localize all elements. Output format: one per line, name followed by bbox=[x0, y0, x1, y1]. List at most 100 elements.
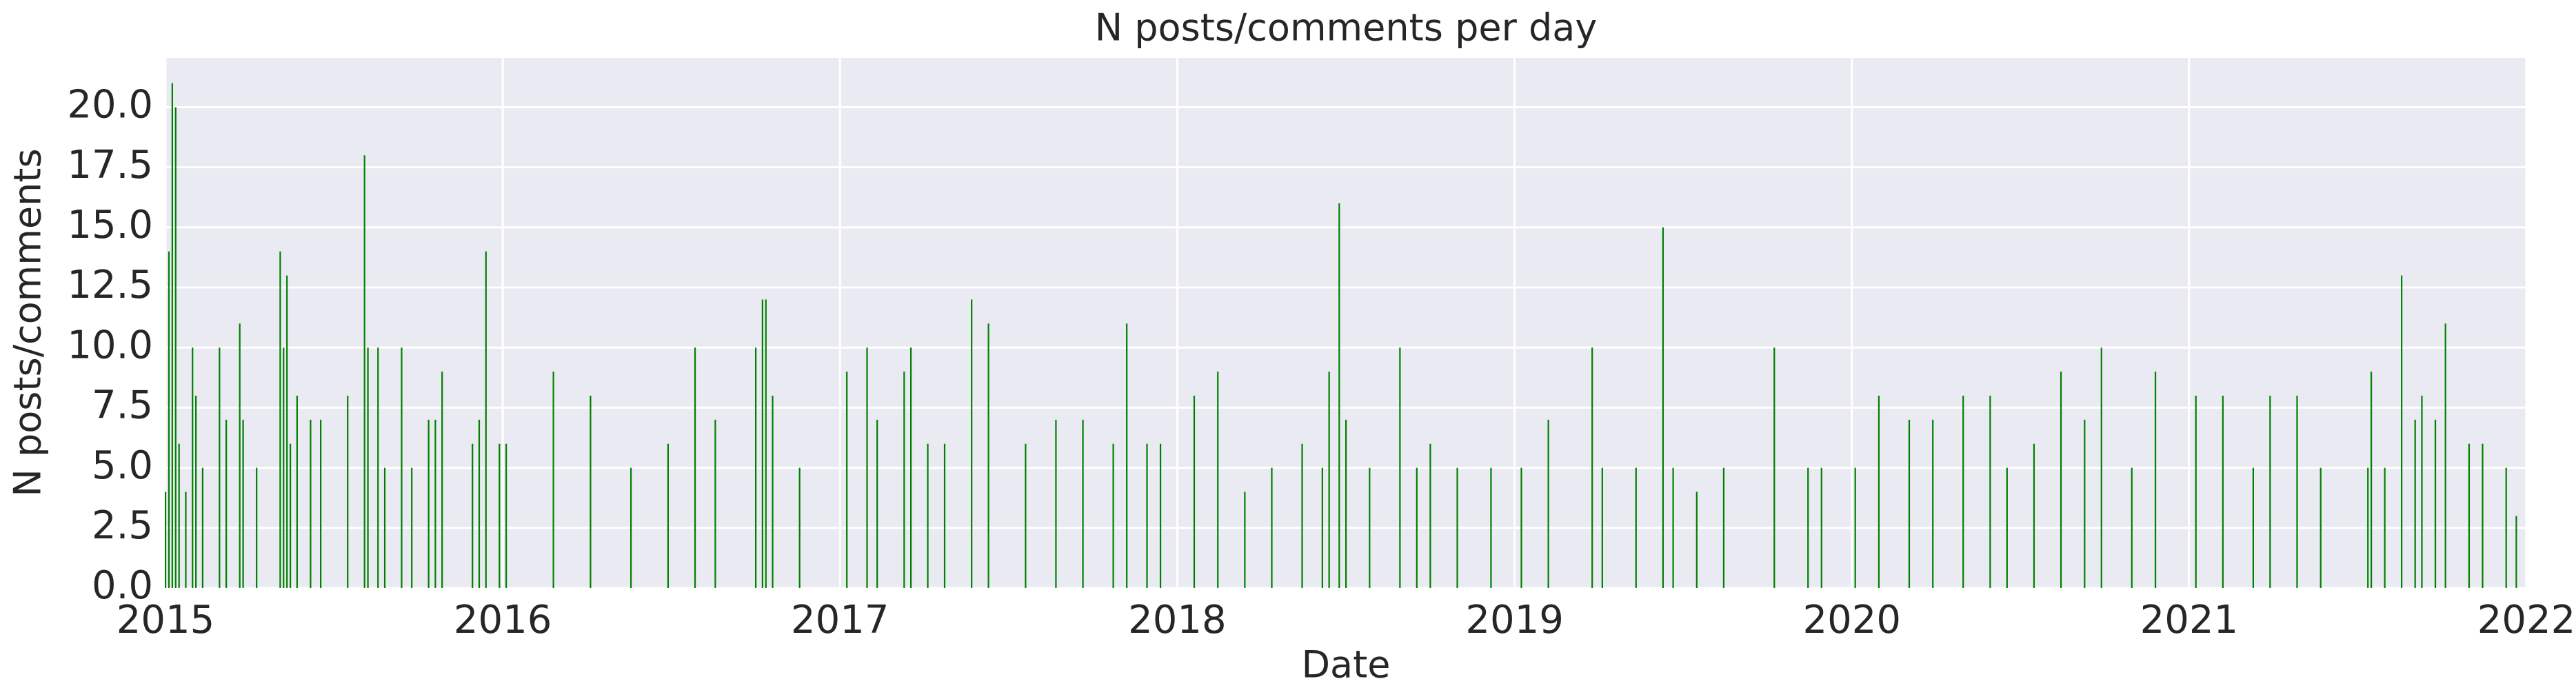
bar bbox=[2468, 443, 2471, 588]
bar bbox=[2444, 323, 2446, 588]
x-tick-label: 2016 bbox=[454, 598, 552, 642]
y-tick-label: 7.5 bbox=[92, 383, 153, 428]
y-tick-label: 10.0 bbox=[67, 323, 153, 367]
bar bbox=[2384, 467, 2386, 588]
bar bbox=[1932, 419, 1934, 588]
y-tick-label: 17.5 bbox=[67, 143, 153, 188]
bar bbox=[1662, 227, 1664, 589]
bar bbox=[2515, 516, 2517, 588]
bar bbox=[347, 395, 349, 588]
bar bbox=[219, 347, 221, 588]
bar bbox=[765, 299, 767, 588]
y-tick-label: 20.0 bbox=[67, 83, 153, 128]
bar bbox=[1456, 467, 1458, 588]
y-tick-label: 12.5 bbox=[67, 263, 153, 307]
bar bbox=[2222, 395, 2224, 588]
y-tick-label: 5.0 bbox=[92, 443, 153, 488]
bar bbox=[256, 467, 258, 588]
bar bbox=[279, 251, 281, 588]
bar bbox=[667, 443, 670, 588]
bar bbox=[1345, 419, 1347, 588]
bar bbox=[1301, 443, 1303, 588]
bar bbox=[1338, 203, 1340, 588]
bar bbox=[2131, 467, 2133, 588]
x-tick-label: 2022 bbox=[2477, 598, 2576, 642]
bar bbox=[910, 347, 912, 588]
bar bbox=[755, 347, 757, 588]
bar bbox=[971, 299, 973, 588]
bar bbox=[1112, 443, 1114, 588]
bar bbox=[1807, 467, 1809, 588]
bar bbox=[2421, 395, 2423, 588]
bar bbox=[2414, 419, 2416, 588]
bar bbox=[987, 323, 989, 588]
bar bbox=[1591, 347, 1593, 588]
bar bbox=[1399, 347, 1401, 588]
bar bbox=[1082, 419, 1084, 588]
bar bbox=[434, 419, 436, 588]
bar bbox=[1820, 467, 1822, 588]
chart-title: N posts/comments per day bbox=[1095, 6, 1598, 50]
bar bbox=[1962, 395, 1964, 588]
bar bbox=[296, 395, 298, 588]
bar bbox=[1722, 467, 1725, 588]
bar bbox=[411, 467, 413, 588]
bar bbox=[2370, 372, 2373, 588]
bar bbox=[1055, 419, 1057, 588]
bar bbox=[171, 83, 173, 589]
bar bbox=[630, 467, 632, 588]
bar bbox=[2154, 372, 2157, 588]
bar bbox=[1159, 443, 1162, 588]
bar bbox=[283, 347, 285, 588]
bar bbox=[195, 395, 197, 588]
bar bbox=[1520, 467, 1522, 588]
bar bbox=[427, 419, 430, 588]
bar bbox=[1217, 372, 1219, 588]
bar bbox=[1908, 419, 1911, 588]
bar bbox=[286, 275, 288, 588]
bar bbox=[1773, 347, 1775, 588]
bar bbox=[1416, 467, 1418, 588]
bar bbox=[1601, 467, 1603, 588]
bar bbox=[903, 372, 905, 588]
x-tick-label: 2017 bbox=[791, 598, 889, 642]
bar bbox=[876, 419, 878, 588]
bar bbox=[377, 347, 379, 588]
bar bbox=[192, 347, 194, 588]
bar bbox=[1271, 467, 1273, 588]
bar bbox=[401, 347, 403, 588]
bar bbox=[714, 419, 716, 588]
bar bbox=[2434, 419, 2437, 588]
bar bbox=[1672, 467, 1674, 588]
y-tick-label: 2.5 bbox=[92, 503, 153, 548]
bar bbox=[367, 347, 369, 588]
bar bbox=[1193, 395, 1196, 588]
bar bbox=[2320, 467, 2322, 588]
bar bbox=[1321, 467, 1323, 588]
x-tick-label: 2015 bbox=[117, 598, 215, 642]
x-tick-label: 2021 bbox=[2140, 598, 2239, 642]
bar bbox=[2006, 467, 2008, 588]
bar bbox=[1635, 467, 1637, 588]
bar bbox=[310, 419, 312, 588]
bar bbox=[1244, 492, 1246, 588]
bar bbox=[441, 372, 443, 588]
bar bbox=[1989, 395, 1991, 588]
x-tick-label: 2019 bbox=[1465, 598, 1564, 642]
bar bbox=[1146, 443, 1148, 588]
bar bbox=[478, 419, 481, 588]
bar bbox=[499, 443, 501, 588]
bar bbox=[772, 395, 774, 588]
bar bbox=[2367, 467, 2369, 588]
bar bbox=[165, 492, 167, 588]
bar bbox=[2505, 467, 2507, 588]
bar bbox=[168, 251, 170, 588]
bars bbox=[165, 83, 2517, 589]
bar bbox=[485, 251, 487, 588]
bar bbox=[927, 443, 929, 588]
bar bbox=[383, 467, 386, 588]
bar bbox=[694, 347, 696, 588]
bar bbox=[472, 443, 474, 588]
bar bbox=[2252, 467, 2254, 588]
